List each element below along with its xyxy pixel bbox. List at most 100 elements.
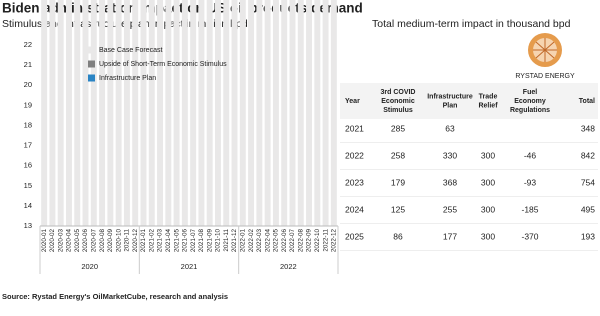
bar-segment [41, 0, 48, 227]
table-cell: 300 [481, 177, 495, 187]
x-tick-label: 2021-10 [215, 229, 222, 253]
bar-segment [99, 0, 106, 226]
bar-segment [272, 0, 279, 226]
x-tick-label: 2022-06 [281, 229, 288, 253]
legend-label: Base Case Forecast [99, 47, 162, 54]
table-cell: 348 [581, 123, 595, 133]
table-cell: 2021 [345, 123, 364, 133]
table-cell: 285 [391, 123, 405, 133]
table-cell: -185 [521, 204, 538, 214]
table-cell: -46 [524, 150, 537, 160]
legend-swatch [88, 74, 95, 82]
x-tick-label: 2022-12 [331, 229, 338, 253]
x-tick-label: 2021-06 [182, 229, 189, 253]
x-tick-label: 2021-01 [140, 229, 147, 253]
bar-segment [214, 0, 221, 227]
y-tick-label: 13 [24, 221, 32, 230]
table-header-bg [340, 83, 598, 119]
table-cell: 193 [581, 231, 595, 241]
source: Source: Rystad Energy's OilMarketCube, r… [2, 292, 228, 301]
bar-segment [330, 0, 337, 226]
table-cell: 258 [391, 150, 405, 160]
bar-segment [132, 0, 139, 226]
legend-label: Infrastructure Plan [99, 75, 156, 82]
table-cell: 842 [581, 150, 595, 160]
bar-segment [173, 0, 180, 227]
bar-segment [190, 0, 197, 226]
bar-segment [181, 0, 188, 226]
legend-label: Upside of Short-Term Economic Stimulus [99, 61, 227, 68]
legend-swatch [88, 60, 95, 68]
table-header: Fuel Economy Regulations [510, 89, 550, 114]
bar-segment [231, 0, 238, 226]
x-tick-label: 2020-02 [49, 229, 56, 253]
x-tick-label: 2021-05 [173, 229, 180, 253]
x-tick-label: 2021-03 [157, 229, 164, 253]
table-cell: 300 [481, 204, 495, 214]
y-tick-label: 16 [24, 161, 32, 170]
bar-segment [314, 0, 321, 226]
y-tick-label: 22 [24, 40, 32, 49]
bar-segment [123, 0, 130, 226]
table-header-line: Infrastructure [427, 93, 473, 100]
x-group-label: 2021 [181, 262, 198, 271]
y-tick-label: 17 [24, 141, 32, 150]
x-tick-label: 2021-12 [231, 229, 238, 253]
bar-segment [65, 0, 72, 226]
x-tick-label: 2020-06 [82, 229, 89, 253]
bar-segment [198, 0, 205, 227]
table-cell: 255 [443, 204, 457, 214]
x-tick-label: 2022-05 [273, 229, 280, 253]
table-cell: 2022 [345, 150, 364, 160]
x-tick-label: 2021-09 [206, 229, 213, 253]
x-tick-label: 2021-07 [190, 229, 197, 253]
table-cell: 125 [391, 204, 405, 214]
table-cell: 2024 [345, 204, 364, 214]
logo-text: RYSTAD ENERGY [515, 73, 575, 80]
logo: RYSTAD ENERGY [515, 33, 575, 80]
bar-segment [165, 0, 172, 226]
x-tick-label: 2020-09 [107, 229, 114, 253]
bar-segment [157, 0, 164, 226]
logo-lines [533, 38, 557, 62]
bar-segment [281, 0, 288, 226]
table-header-line: Total [579, 98, 595, 105]
x-tick-label: 2022-07 [289, 229, 296, 253]
x-tick-label: 2022-09 [306, 229, 313, 253]
bar-segment [206, 0, 213, 226]
x-tick-label: 2022-11 [322, 229, 329, 252]
table-header: Year [345, 98, 360, 105]
bar-segment [74, 0, 81, 226]
x-tick-label: 2020-12 [132, 229, 139, 253]
bar-segment [107, 0, 114, 226]
x-tick-label: 2020-01 [41, 229, 48, 253]
bar-segment [306, 0, 313, 227]
table-cell: -370 [521, 231, 538, 241]
bar-segment [90, 0, 97, 226]
right-subtitle: Total medium-term impact in thousand bpd [372, 18, 571, 30]
bar-segment [223, 0, 230, 227]
x-tick-label: 2020-08 [99, 229, 106, 253]
x-tick-label: 2021-08 [198, 229, 205, 253]
table-header: Trade Relief [478, 93, 498, 109]
bar-segment [140, 0, 147, 226]
table-cell: 2025 [345, 231, 364, 241]
table-cell: 495 [581, 204, 595, 214]
x-tick-label: 2020-04 [66, 229, 73, 253]
bar-segment [248, 0, 255, 227]
table-cell: 2023 [345, 177, 364, 187]
table-cell: 754 [581, 177, 595, 187]
bar-segment [57, 0, 64, 226]
table-header-line: Relief [478, 102, 498, 109]
table-header: Infrastructure Plan [427, 93, 473, 109]
bar-segment [115, 0, 122, 226]
bar-segment [289, 0, 296, 226]
bar-segment [239, 0, 246, 227]
y-tick-label: 14 [24, 201, 32, 210]
table-cell: 179 [391, 177, 405, 187]
x-tick-label: 2022-01 [239, 229, 246, 253]
table-cell: 300 [481, 150, 495, 160]
table-cell: 300 [481, 231, 495, 241]
x-tick-label: 2020-03 [57, 229, 64, 253]
